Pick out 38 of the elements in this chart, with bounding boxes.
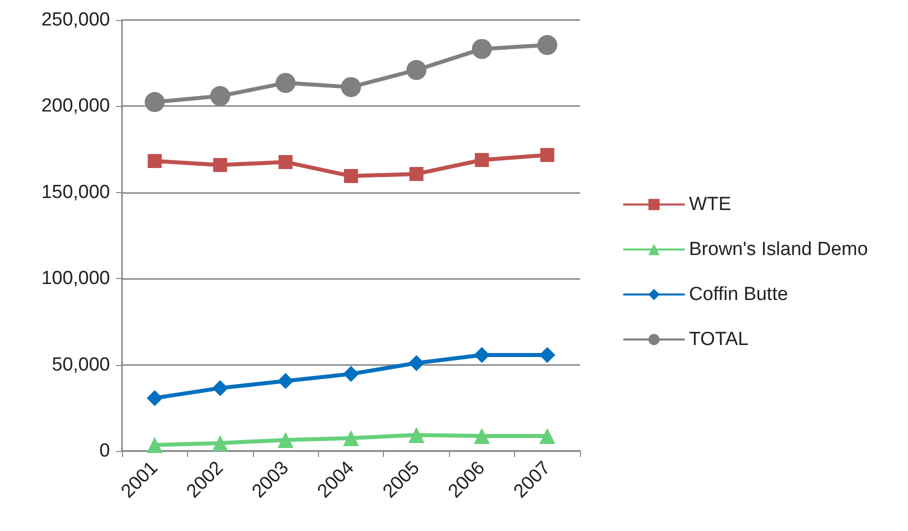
- point: [408, 355, 424, 372]
- point: [540, 148, 554, 162]
- point: [213, 158, 228, 172]
- point: [278, 155, 293, 170]
- point: [278, 432, 294, 448]
- point: [148, 154, 162, 168]
- point: [539, 428, 556, 444]
- point: [146, 436, 163, 453]
- point: [539, 346, 556, 363]
- point: [537, 35, 558, 55]
- y-tick-label: 0: [99, 440, 110, 462]
- point: [278, 373, 294, 390]
- point: [276, 72, 296, 93]
- point: [344, 169, 358, 184]
- point: [212, 380, 228, 396]
- point: [408, 426, 424, 443]
- y-tick-label: 150,000: [41, 182, 110, 203]
- y-tick-label: 50,000: [52, 354, 110, 376]
- point: [474, 152, 489, 167]
- point: [472, 38, 492, 59]
- legend-label: WTE: [689, 194, 732, 215]
- point: [341, 77, 361, 98]
- y-tick-label: 200,000: [41, 96, 110, 117]
- legend-label: Coffin Butte: [689, 284, 788, 305]
- point: [343, 366, 359, 382]
- point: [406, 60, 426, 80]
- point: [474, 346, 490, 363]
- point: [474, 428, 490, 444]
- y-tick-label: 250,000: [41, 10, 110, 30]
- point: [343, 430, 359, 446]
- point: [146, 390, 163, 406]
- point: [212, 435, 228, 452]
- legend-label: Brown's Island Demo: [689, 239, 868, 260]
- y-tick-label: 100,000: [41, 268, 110, 290]
- legend-label: TOTAL: [689, 329, 748, 350]
- point: [144, 92, 165, 112]
- point: [210, 86, 230, 106]
- point: [409, 166, 424, 181]
